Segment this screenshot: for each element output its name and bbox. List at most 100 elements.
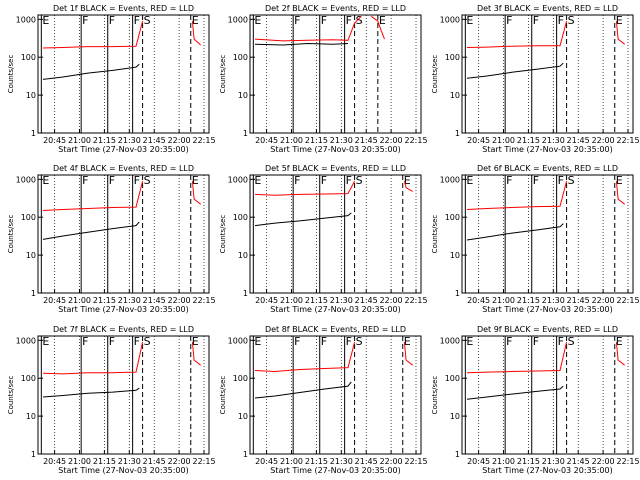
event-label: F (346, 174, 352, 187)
y-tick-label: 1000 (228, 336, 248, 345)
y-tick-label: 1 (455, 289, 460, 298)
x-tick-label: 22:00 (168, 296, 191, 305)
x-tick-label: 22:15 (616, 136, 639, 145)
x-tick-label: 22:15 (192, 296, 215, 305)
x-tick-label: 21:15 (517, 296, 540, 305)
event-label: S (356, 174, 363, 187)
y-tick-label: 100 (21, 374, 36, 383)
event-label: F (558, 14, 564, 27)
event-label: S (356, 335, 363, 348)
y-tick-label: 1 (31, 129, 36, 138)
plot-frame (37, 174, 210, 294)
event-label: F (134, 174, 140, 187)
event-label: F (82, 174, 88, 187)
y-tick-label: 100 (233, 213, 248, 222)
y-tick-label: 1000 (440, 336, 460, 345)
panel-title: Det 6f BLACK = Events, RED = LLD (477, 164, 618, 173)
lld-rate-line (254, 15, 362, 42)
x-tick-label: 22:15 (404, 136, 427, 145)
lld-rate-line (42, 341, 144, 375)
y-tick-label: 100 (445, 213, 460, 222)
x-tick-label: 20:45 (43, 296, 66, 305)
x-tick-label: 22:00 (168, 136, 191, 145)
x-tick-label: 22:00 (592, 457, 615, 466)
panel-title: Det 3f BLACK = Events, RED = LLD (477, 4, 618, 13)
event-label: S (144, 335, 151, 348)
y-tick-label: 100 (445, 53, 460, 62)
event-label: F (109, 174, 115, 187)
x-tick-label: 22:00 (380, 457, 403, 466)
panel-title: Det 2f BLACK = Events, RED = LLD (265, 4, 406, 13)
x-tick-label: 21:30 (330, 136, 353, 145)
y-tick-label: 1 (31, 289, 36, 298)
panel-title: Det 9f BLACK = Events, RED = LLD (477, 325, 618, 334)
x-tick-label: 22:15 (404, 457, 427, 466)
y-tick-label: 10 (238, 412, 248, 421)
x-tick-label: 20:45 (43, 136, 66, 145)
x-axis-title: Start Time (27-Nov-03 20:35:00) (58, 305, 188, 314)
panel-title: Det 8f BLACK = Events, RED = LLD (265, 325, 406, 334)
y-tick-label: 10 (26, 91, 36, 100)
x-tick-label: 21:30 (118, 457, 141, 466)
x-tick-label: 22:15 (404, 296, 427, 305)
x-tick-label: 21:15 (93, 136, 116, 145)
lld-rate-line (403, 342, 414, 366)
x-tick-label: 21:15 (305, 296, 328, 305)
event-rate-line (254, 212, 352, 227)
event-label: F (109, 14, 115, 27)
panel-title: Det 7f BLACK = Events, RED = LLD (53, 325, 194, 334)
event-label: F (82, 14, 88, 27)
y-tick-label: 1 (455, 450, 460, 459)
x-tick-label: 22:00 (592, 296, 615, 305)
x-tick-label: 22:15 (192, 136, 215, 145)
event-label: F (294, 335, 300, 348)
plot-frame (37, 335, 210, 455)
event-label: F (294, 14, 300, 27)
event-label: F (346, 335, 352, 348)
x-tick-label: 22:15 (192, 457, 215, 466)
x-axis-title: Start Time (27-Nov-03 20:35:00) (58, 145, 188, 154)
x-tick-label: 21:45 (567, 457, 590, 466)
event-label: S (144, 14, 151, 27)
event-rate-line (466, 223, 564, 241)
lld-rate-line (191, 342, 202, 366)
y-axis-title: Counts/sec (7, 215, 15, 254)
x-tick-label: 20:45 (255, 136, 278, 145)
x-tick-label: 21:30 (330, 457, 353, 466)
x-axis-title: Start Time (27-Nov-03 20:35:00) (482, 305, 612, 314)
lld-rate-line (191, 181, 202, 205)
y-tick-label: 1000 (16, 175, 36, 184)
event-label: S (356, 14, 363, 27)
x-axis-title: Start Time (27-Nov-03 20:35:00) (270, 145, 400, 154)
lld-rate-line (42, 180, 144, 211)
event-rate-line (466, 62, 564, 79)
event-label: E (42, 14, 49, 27)
lld-rate-line (370, 15, 385, 40)
event-label: E (254, 174, 261, 187)
x-tick-label: 21:45 (355, 136, 378, 145)
x-tick-label: 21:00 (68, 457, 91, 466)
y-axis-title: Counts/sec (431, 55, 439, 94)
y-axis-title: Counts/sec (219, 215, 227, 254)
plot-frame (249, 174, 422, 294)
event-label: F (134, 335, 140, 348)
lld-rate-line (254, 341, 356, 373)
panel-title: Det 1f BLACK = Events, RED = LLD (53, 4, 194, 13)
y-tick-label: 1 (243, 450, 248, 459)
event-label: E (404, 335, 411, 348)
event-label: F (533, 335, 539, 348)
y-tick-label: 100 (445, 374, 460, 383)
x-tick-label: 21:45 (567, 136, 590, 145)
x-tick-label: 22:00 (380, 296, 403, 305)
event-label: S (144, 174, 151, 187)
event-label: E (466, 335, 473, 348)
event-label: F (506, 14, 512, 27)
x-tick-label: 21:00 (492, 457, 515, 466)
lld-rate-line (191, 21, 202, 46)
y-axis-title: Counts/sec (7, 376, 15, 415)
event-rate-line (42, 63, 140, 80)
x-axis-title: Start Time (27-Nov-03 20:35:00) (482, 466, 612, 475)
